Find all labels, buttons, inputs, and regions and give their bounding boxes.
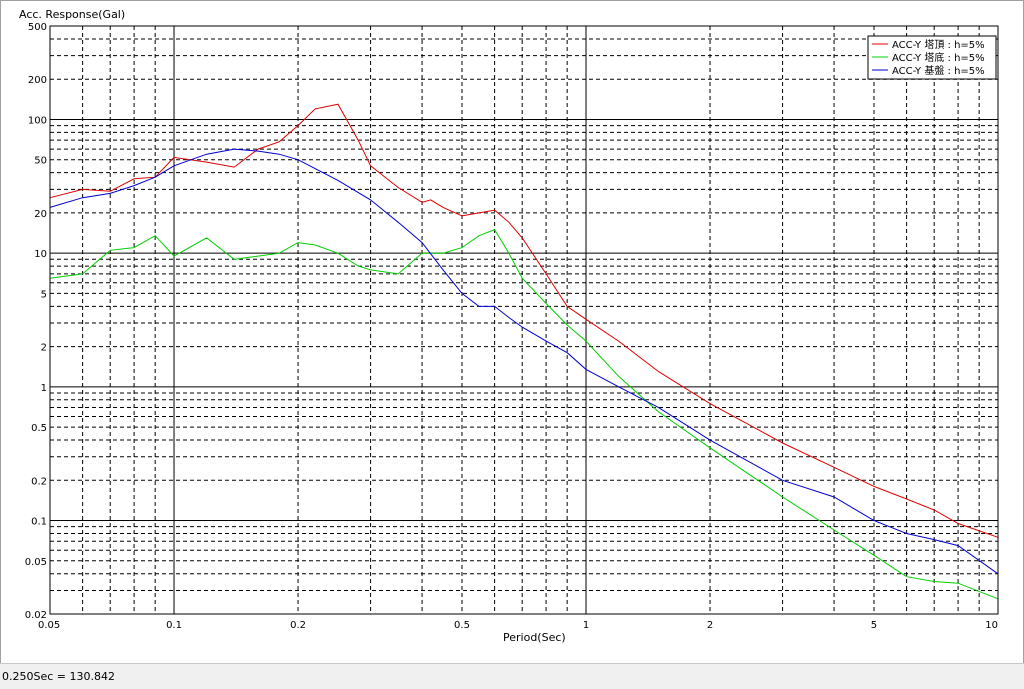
x-tick-label: 5 (871, 620, 877, 631)
cursor-readout: 0.250Sec = 130.842 (2, 670, 115, 683)
x-tick-label: 0.1 (166, 620, 182, 631)
y-tick-label: 20 (34, 209, 47, 220)
y-tick-label: 0.02 (25, 610, 47, 621)
x-axis-label: Period(Sec) (503, 631, 566, 644)
x-tick-label: 0.5 (454, 620, 470, 631)
y-tick-label: 500 (28, 22, 47, 33)
series-line (49, 228, 999, 600)
y-tick-label: 5 (41, 289, 47, 300)
y-tick-label: 0.05 (25, 557, 47, 568)
y-tick-label: 100 (28, 115, 47, 126)
response-spectrum-chart[interactable]: 0.05 0.1 0.2 0.5 1 2 5 100.020.050.10.20.512510… (0, 0, 1024, 662)
legend-label: ACC-Y 塔頂 : h=5% (892, 38, 985, 51)
legend-label: ACC-Y 基盤 : h=5% (892, 64, 985, 77)
x-tick-label: 2 (707, 620, 713, 631)
y-tick-label: 2 (41, 343, 47, 354)
chart-window: Acc. Response(Gal) Period(Sec) (0, 0, 1024, 664)
series-lines (49, 103, 999, 600)
plot-frame (49, 25, 999, 615)
y-tick-label: 10 (34, 249, 47, 260)
y-axis-label: Acc. Response(Gal) (19, 8, 126, 21)
tick-labels: 0.05 0.1 0.2 0.5 1 2 5 100.020.050.10.20.512510… (25, 22, 998, 631)
y-tick-label: 200 (28, 75, 47, 86)
y-tick-label: 0.1 (31, 517, 47, 528)
y-tick-label: 0.2 (31, 476, 47, 487)
x-tick-label: 0.05 (38, 620, 60, 631)
legend: ACC-Y 塔頂 : h=5%ACC-Y 塔底 : h=5%ACC-Y 基盤 :… (867, 35, 997, 80)
series-line (49, 148, 999, 575)
x-tick-label: 0.2 (290, 620, 306, 631)
legend-label: ACC-Y 塔底 : h=5% (892, 51, 985, 64)
y-tick-label: 0.5 (31, 423, 47, 434)
x-tick-label: 1 (583, 620, 589, 631)
grid (50, 26, 998, 614)
legend-box (867, 35, 997, 80)
status-bar: 0.250Sec = 130.842 (0, 663, 1024, 689)
series-line (49, 103, 999, 538)
y-tick-label: 1 (41, 383, 47, 394)
x-tick-label: 10 (985, 620, 998, 631)
y-tick-label: 50 (34, 156, 47, 167)
